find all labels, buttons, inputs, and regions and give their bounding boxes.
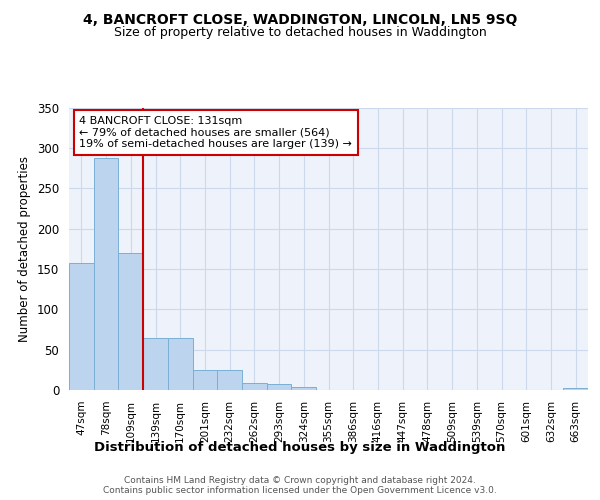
Text: 4, BANCROFT CLOSE, WADDINGTON, LINCOLN, LN5 9SQ: 4, BANCROFT CLOSE, WADDINGTON, LINCOLN, …: [83, 12, 517, 26]
Bar: [242, 382, 267, 390]
Bar: [94, 158, 118, 390]
Bar: [292, 387, 316, 390]
Bar: [217, 370, 242, 390]
Bar: [69, 264, 94, 390]
Text: 4 BANCROFT CLOSE: 131sqm
← 79% of detached houses are smaller (564)
19% of semi-: 4 BANCROFT CLOSE: 131sqm ← 79% of detach…: [79, 116, 352, 149]
Text: Contains HM Land Registry data © Crown copyright and database right 2024.
Contai: Contains HM Land Registry data © Crown c…: [103, 476, 497, 495]
Bar: [143, 338, 168, 390]
Y-axis label: Number of detached properties: Number of detached properties: [19, 156, 31, 342]
Text: Distribution of detached houses by size in Waddington: Distribution of detached houses by size …: [94, 441, 506, 454]
Bar: [118, 253, 143, 390]
Bar: [168, 338, 193, 390]
Bar: [193, 370, 217, 390]
Bar: [267, 384, 292, 390]
Text: Size of property relative to detached houses in Waddington: Size of property relative to detached ho…: [113, 26, 487, 39]
Bar: [563, 388, 588, 390]
